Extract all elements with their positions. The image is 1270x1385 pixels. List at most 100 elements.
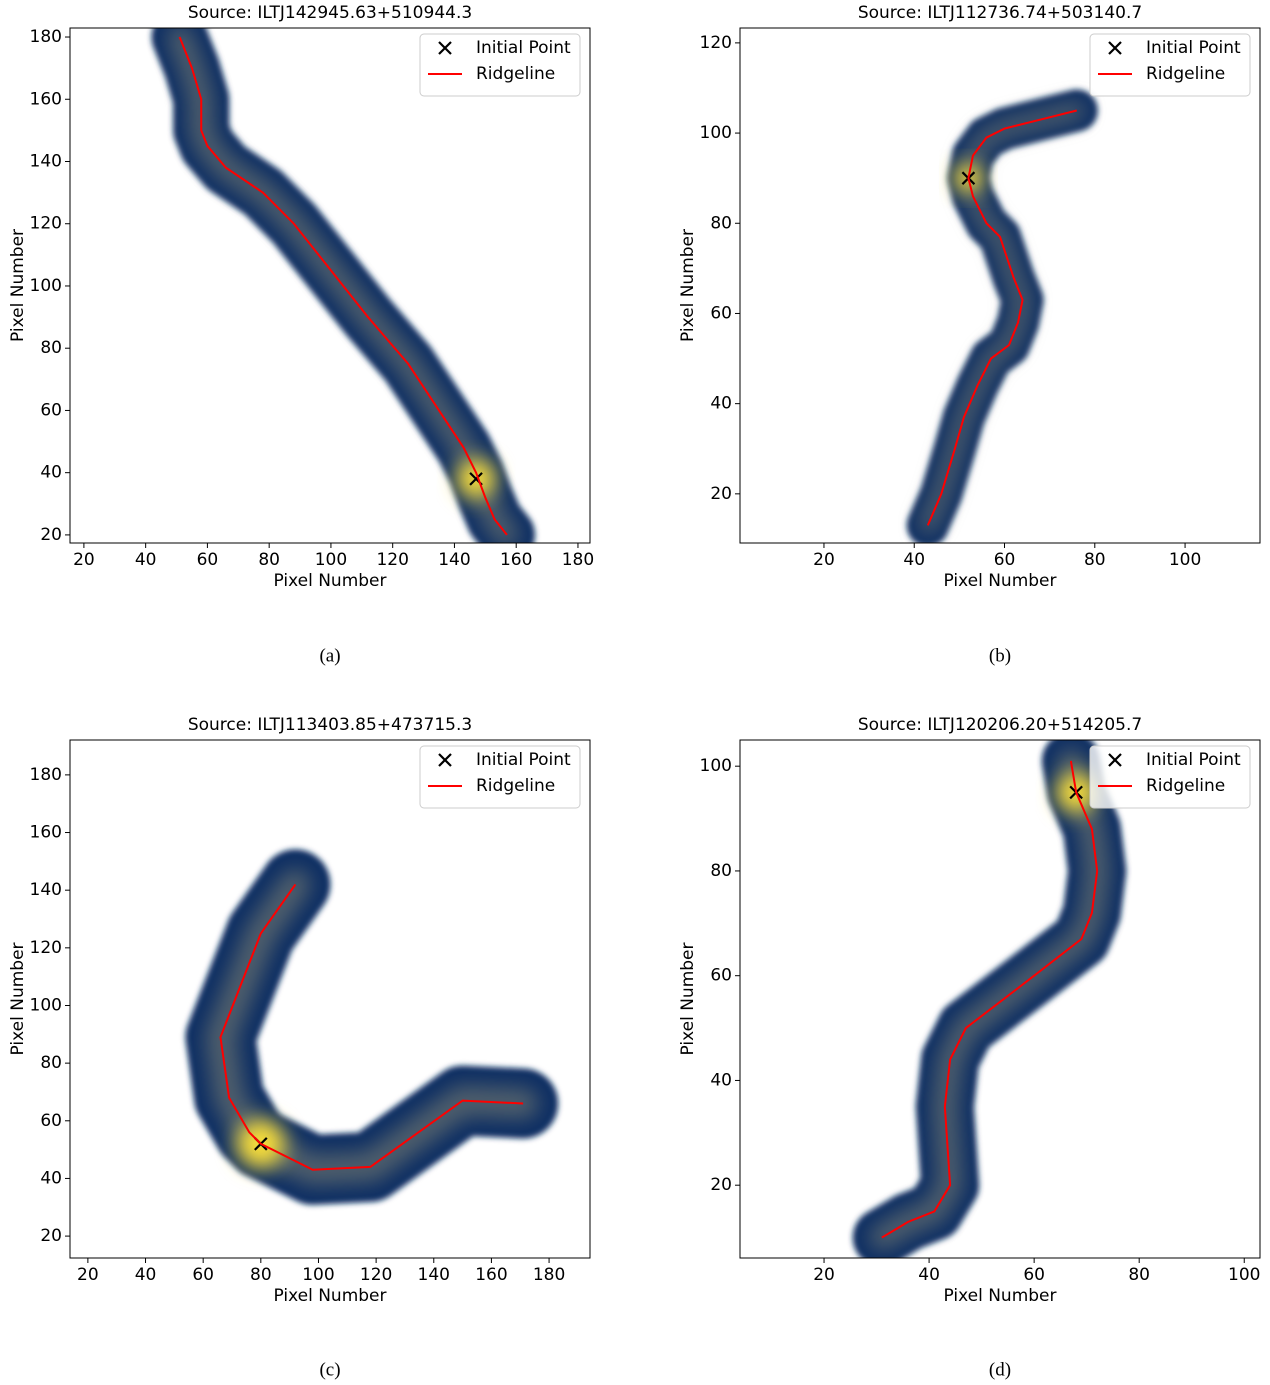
y-tick-label: 40: [710, 1070, 732, 1090]
ridgeline: [178, 36, 508, 536]
plot-area: [852, 740, 1127, 1258]
y-tick-label: 40: [40, 1168, 62, 1188]
y-tick-label: 60: [40, 1111, 62, 1131]
y-tick-label: 80: [40, 1053, 62, 1073]
x-tick-label: 40: [135, 550, 157, 570]
legend-label: Initial Point: [476, 38, 571, 58]
x-tick-label: 100: [302, 1265, 334, 1285]
y-tick-label: 140: [30, 880, 62, 900]
plot-area: [906, 89, 1098, 543]
x-tick-label: 60: [1023, 1265, 1045, 1285]
x-tick-label: 40: [903, 550, 925, 570]
x-axis-label: Pixel Number: [273, 571, 386, 591]
y-axis-label: Pixel Number: [8, 942, 28, 1055]
y-axis-label: Pixel Number: [678, 942, 698, 1055]
panel: 20 40 60 80 100 20 40 60 80 100 Source: ILTJ120206…: [678, 715, 1261, 1380]
x-tick-label: 60: [192, 1265, 214, 1285]
x-tick-label: 100: [1169, 550, 1201, 570]
chart-title: Source: ILTJ142945.63+510944.3: [188, 3, 472, 23]
y-tick-label: 60: [40, 400, 62, 420]
chart-title: Source: ILTJ112736.74+503140.7: [858, 3, 1142, 23]
x-tick-label: 40: [135, 1265, 157, 1285]
y-tick-label: 80: [710, 213, 732, 233]
y-tick-label: 40: [710, 394, 732, 414]
panel: 20 40 60 80 100 120 140 160 180 20 40 60 80 100 120 140…: [8, 3, 594, 666]
legend-marker: [1108, 753, 1122, 767]
panel: 20 40 60 80 100 120 140 160 180 20 40 60 80 100 120 140…: [8, 715, 591, 1380]
y-tick-label: 20: [710, 1175, 732, 1195]
x-tick-label: 80: [1128, 1265, 1150, 1285]
chart-title: Source: ILTJ120206.20+514205.7: [858, 715, 1142, 735]
y-tick-label: 120: [30, 938, 62, 958]
caption: (d): [989, 1359, 1011, 1380]
y-tick-label: 20: [40, 525, 62, 545]
legend-label: Ridgeline: [1146, 64, 1225, 84]
y-tick-label: 140: [30, 151, 62, 171]
y-tick-label: 80: [710, 861, 732, 881]
x-tick-label: 80: [1084, 550, 1106, 570]
x-tick-label: 60: [994, 550, 1016, 570]
y-axis-label: Pixel Number: [678, 229, 698, 342]
x-tick-label: 120: [376, 550, 408, 570]
x-tick-label: 140: [418, 1265, 450, 1285]
x-tick-label: 180: [562, 550, 594, 570]
y-tick-label: 60: [710, 966, 732, 986]
x-tick-label: 20: [813, 550, 835, 570]
caption: (b): [989, 645, 1011, 666]
y-tick-label: 20: [710, 484, 732, 504]
legend-box: [419, 745, 581, 809]
legend-label: Initial Point: [476, 750, 571, 770]
x-tick-label: 100: [1228, 1265, 1260, 1285]
legend-label: Ridgeline: [476, 64, 555, 84]
y-tick-label: 120: [30, 214, 62, 234]
plot-area: [151, 28, 535, 543]
legend-box: [419, 33, 581, 97]
y-tick-label: 40: [40, 463, 62, 483]
legend-box: [1089, 745, 1251, 809]
axes-frame: [739, 739, 1261, 1259]
legend-label: Ridgeline: [1146, 776, 1225, 796]
caption: (c): [319, 1359, 340, 1380]
x-axis-label: Pixel Number: [943, 571, 1056, 591]
x-tick-label: 80: [258, 550, 280, 570]
ridgeline: [926, 109, 1077, 526]
legend-label: Ridgeline: [476, 776, 555, 796]
y-tick-label: 60: [710, 303, 732, 323]
x-tick-label: 160: [475, 1265, 507, 1285]
y-tick-label: 80: [40, 338, 62, 358]
x-tick-label: 40: [918, 1265, 940, 1285]
legend-label: Initial Point: [1146, 750, 1241, 770]
y-tick-label: 100: [30, 995, 62, 1015]
x-tick-label: 120: [360, 1265, 392, 1285]
x-tick-label: 180: [533, 1265, 565, 1285]
x-tick-label: 160: [500, 550, 532, 570]
x-tick-label: 20: [73, 550, 95, 570]
legend-label: Initial Point: [1146, 38, 1241, 58]
x-tick-label: 140: [438, 550, 470, 570]
panel: 20 40 60 80 100 20 40 60 80 100 120 Source: ILTJ112…: [678, 3, 1261, 666]
axes-frame: [739, 27, 1261, 544]
legend-marker: [438, 753, 452, 767]
y-tick-label: 100: [30, 276, 62, 296]
y-tick-label: 160: [30, 89, 62, 109]
x-tick-label: 100: [315, 550, 347, 570]
y-axis-label: Pixel Number: [8, 229, 28, 342]
chart-title: Source: ILTJ113403.85+473715.3: [188, 715, 472, 735]
y-tick-label: 100: [700, 123, 732, 143]
y-tick-label: 100: [700, 756, 732, 776]
y-tick-label: 20: [40, 1226, 62, 1246]
y-tick-label: 120: [700, 33, 732, 53]
x-tick-label: 20: [813, 1265, 835, 1285]
y-tick-label: 180: [30, 765, 62, 785]
caption: (a): [319, 645, 340, 666]
x-tick-label: 60: [197, 550, 219, 570]
y-tick-label: 160: [30, 823, 62, 843]
plot-area: [185, 849, 559, 1205]
x-axis-label: Pixel Number: [273, 1286, 386, 1306]
ridgeline: [219, 883, 524, 1171]
legend-marker: [438, 41, 452, 55]
legend-marker: [1108, 41, 1122, 55]
legend-box: [1089, 33, 1251, 97]
x-tick-label: 80: [250, 1265, 272, 1285]
